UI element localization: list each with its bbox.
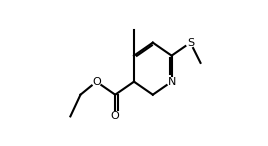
Text: O: O	[111, 111, 120, 121]
Text: N: N	[168, 77, 176, 87]
Text: O: O	[92, 77, 101, 87]
Text: S: S	[187, 38, 194, 48]
